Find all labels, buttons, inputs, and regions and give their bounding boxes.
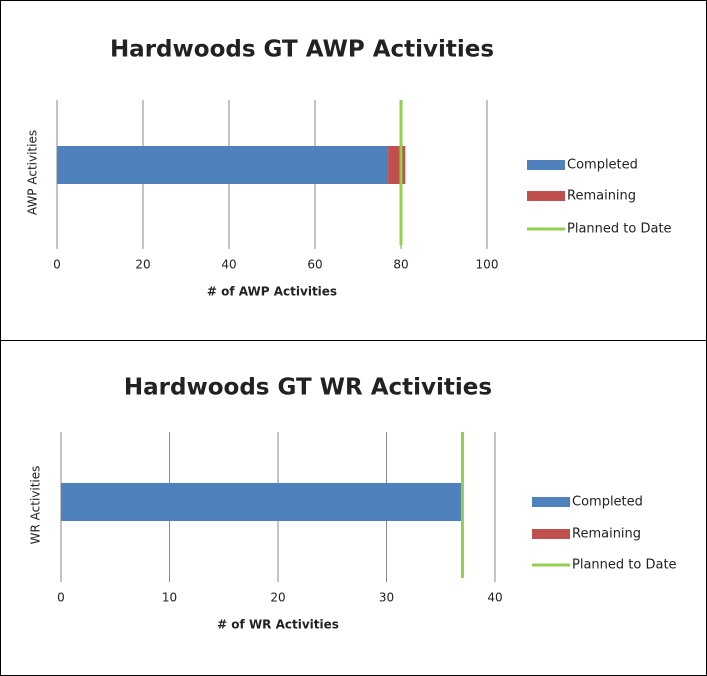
- x-tick-label: 30: [379, 591, 394, 605]
- x-tick-label: 40: [221, 258, 236, 272]
- bar-segment: [61, 483, 463, 521]
- legend-label: Completed: [572, 495, 643, 510]
- x-tick-label: 100: [476, 258, 499, 272]
- x-tick-label: 20: [135, 258, 150, 272]
- legend-label: Completed: [567, 158, 638, 173]
- legend-swatch: [532, 529, 570, 539]
- x-tick-label: 60: [307, 258, 322, 272]
- legend-label: Remaining: [572, 527, 641, 542]
- legend-label: Planned to Date: [567, 222, 672, 237]
- x-tick-label: 80: [393, 258, 408, 272]
- legend-label: Planned to Date: [572, 558, 677, 573]
- y-axis-label: WR Activities: [29, 466, 43, 545]
- bar-segment: [388, 146, 406, 184]
- x-axis-label: # of AWP Activities: [207, 285, 337, 299]
- x-tick-label: 0: [57, 591, 65, 605]
- x-tick-label: 10: [162, 591, 177, 605]
- x-tick-label: 20: [270, 591, 285, 605]
- chart-title: Hardwoods GT AWP Activities: [110, 37, 494, 63]
- x-tick-label: 40: [487, 591, 502, 605]
- x-tick-label: 0: [53, 258, 61, 272]
- chart-title: Hardwoods GT WR Activities: [124, 375, 492, 401]
- legend-swatch: [532, 497, 570, 507]
- legend-swatch: [527, 160, 565, 170]
- legend-label: Remaining: [567, 189, 636, 204]
- bar-segment: [57, 146, 389, 184]
- x-axis-label: # of WR Activities: [217, 618, 339, 632]
- y-axis-label: AWP Activities: [26, 130, 40, 215]
- legend-swatch: [527, 191, 565, 201]
